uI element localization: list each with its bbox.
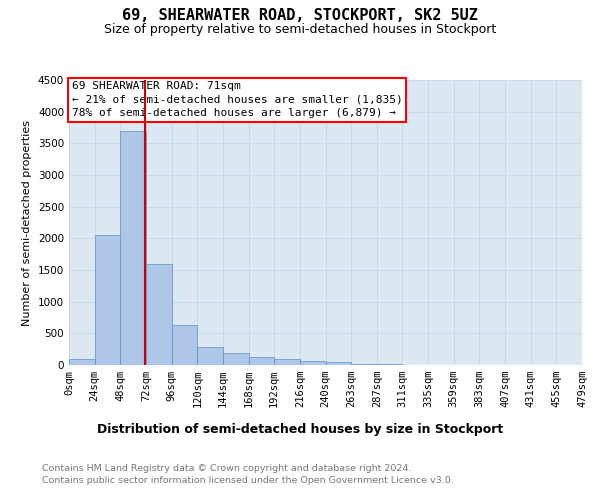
Bar (121, 130, 146, 365)
Bar (69, 358, 95, 365)
Text: Contains public sector information licensed under the Open Government Licence v3: Contains public sector information licen… (42, 476, 454, 485)
Bar (300, 361, 325, 365)
Text: 69, SHEARWATER ROAD, STOCKPORT, SK2 5UZ: 69, SHEARWATER ROAD, STOCKPORT, SK2 5UZ (122, 8, 478, 22)
Text: 69 SHEARWATER ROAD: 71sqm
← 21% of semi-detached houses are smaller (1,835)
78% : 69 SHEARWATER ROAD: 71sqm ← 21% of semi-… (71, 82, 403, 118)
Text: Distribution of semi-detached houses by size in Stockport: Distribution of semi-detached houses by … (97, 422, 503, 436)
Y-axis label: Number of semi-detached properties: Number of semi-detached properties (22, 120, 32, 326)
Bar (351, 364, 377, 365)
Bar (274, 360, 300, 365)
Bar (223, 354, 248, 365)
Bar (248, 357, 274, 365)
Text: Contains HM Land Registry data © Crown copyright and database right 2024.: Contains HM Land Registry data © Crown c… (42, 464, 412, 473)
Bar (95, 235, 121, 365)
Text: Size of property relative to semi-detached houses in Stockport: Size of property relative to semi-detach… (104, 22, 496, 36)
Bar (325, 362, 351, 365)
Bar (146, 264, 172, 365)
Bar (197, 346, 223, 365)
Bar (172, 325, 197, 365)
Bar (377, 364, 403, 365)
